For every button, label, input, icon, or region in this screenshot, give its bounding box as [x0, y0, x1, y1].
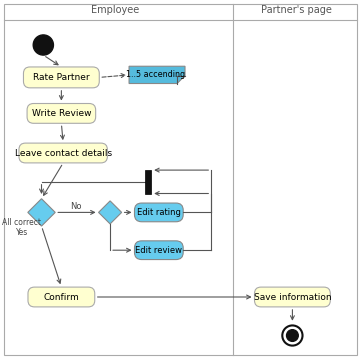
Text: Edit rating: Edit rating — [137, 208, 181, 217]
Text: Confirm: Confirm — [43, 292, 79, 302]
Circle shape — [287, 330, 298, 341]
Text: Partner's page: Partner's page — [261, 5, 331, 15]
Polygon shape — [28, 199, 55, 226]
Text: Yes: Yes — [16, 229, 28, 238]
Text: Employee: Employee — [91, 5, 140, 15]
Bar — [145, 170, 151, 194]
Polygon shape — [129, 66, 185, 84]
Text: No: No — [70, 202, 82, 211]
Circle shape — [282, 325, 303, 346]
FancyBboxPatch shape — [28, 287, 95, 307]
Polygon shape — [99, 201, 122, 224]
FancyBboxPatch shape — [134, 203, 183, 222]
FancyBboxPatch shape — [27, 103, 96, 123]
Text: Leave contact details: Leave contact details — [14, 149, 112, 158]
Text: Write Review: Write Review — [32, 109, 91, 118]
FancyBboxPatch shape — [23, 67, 99, 88]
Text: All correct: All correct — [2, 217, 41, 227]
Circle shape — [33, 35, 53, 55]
Text: 1..5 accending: 1..5 accending — [126, 71, 185, 79]
FancyBboxPatch shape — [19, 143, 108, 163]
Text: Save information: Save information — [253, 292, 331, 302]
Text: Edit review: Edit review — [135, 246, 182, 255]
FancyBboxPatch shape — [255, 287, 330, 307]
Text: Rate Partner: Rate Partner — [33, 73, 90, 82]
FancyBboxPatch shape — [134, 241, 183, 260]
